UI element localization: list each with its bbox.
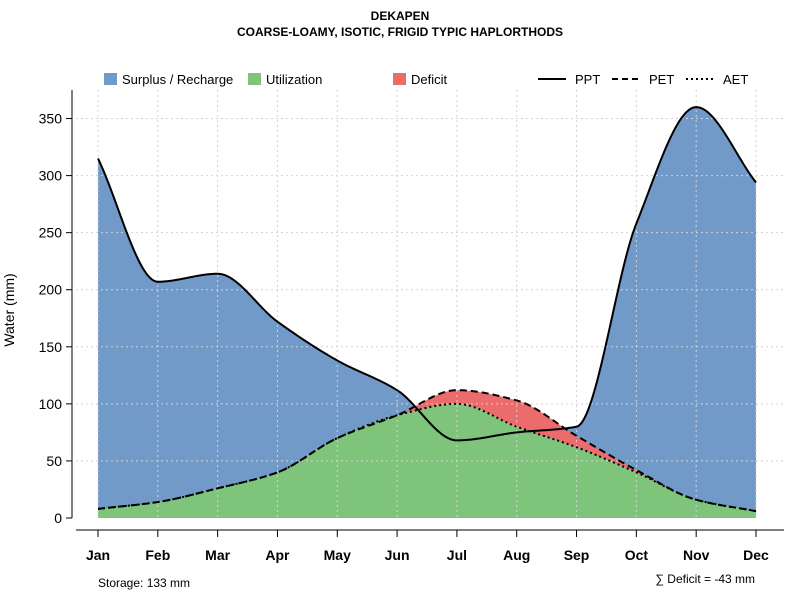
series-line-ppt <box>97 106 757 442</box>
legend-label-pet: PET <box>649 72 674 87</box>
axes: 0 50 100 150 200 250 300 350 Jan Feb Mar Apr May Jun J… <box>39 90 784 563</box>
area-surplus-recharge <box>98 107 756 519</box>
legend-label-utilization: Utilization <box>266 72 322 87</box>
x-tick-label: May <box>324 547 351 563</box>
gridlines <box>76 90 784 518</box>
legend-swatch-utilization <box>248 73 261 85</box>
y-tick-label: 0 <box>54 510 62 526</box>
y-tick-label: 50 <box>46 453 62 469</box>
y-tick-label: 150 <box>39 339 63 355</box>
legend-label-ppt: PPT <box>575 72 600 87</box>
x-tick-label: Dec <box>743 547 769 563</box>
y-tick-label: 200 <box>39 282 63 298</box>
x-tick-label: Oct <box>625 547 649 563</box>
x-tick-label: Apr <box>265 547 290 563</box>
y-axis-title: Water (mm) <box>1 273 17 346</box>
series-lines <box>97 106 757 513</box>
x-tick-label: Jul <box>447 547 467 563</box>
y-tick-label: 250 <box>39 225 63 241</box>
x-tick-label: Aug <box>503 547 530 563</box>
storage-annotation: Storage: 133 mm <box>98 576 190 590</box>
x-tick-label: Jan <box>86 547 110 563</box>
chart-subtitle: COARSE-LOAMY, ISOTIC, FRIGID TYPIC HAPLO… <box>237 25 563 39</box>
x-tick-label: Feb <box>145 547 170 563</box>
legend-label-surplus: Surplus / Recharge <box>122 72 233 87</box>
legend-swatch-deficit <box>393 73 406 85</box>
x-tick-label: Mar <box>205 547 230 563</box>
x-tick-label: Nov <box>683 547 710 563</box>
legend-swatch-surplus <box>104 73 117 85</box>
x-tick-label: Sep <box>564 547 590 563</box>
y-tick-label: 300 <box>39 168 63 184</box>
y-tick-label: 100 <box>39 396 63 412</box>
deficit-annotation: ∑ Deficit = -43 mm <box>655 572 755 586</box>
chart-title: DEKAPEN <box>371 9 430 23</box>
legend-label-deficit: Deficit <box>411 72 448 87</box>
x-tick-label: Jun <box>385 547 410 563</box>
legend-label-aet: AET <box>723 72 748 87</box>
y-tick-label: 350 <box>39 111 63 127</box>
legend: Surplus / Recharge Utilization Deficit P… <box>104 72 748 87</box>
series-line-aet <box>97 402 757 513</box>
